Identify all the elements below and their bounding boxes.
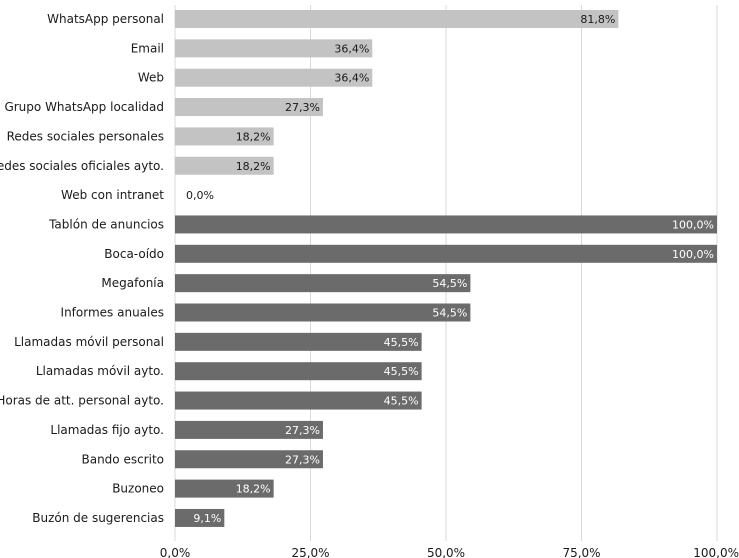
category-label: Redes sociales oficiales ayto.	[0, 159, 164, 173]
bar	[175, 127, 274, 146]
bar	[175, 39, 373, 58]
bar	[175, 420, 323, 439]
data-label: 36,4%	[334, 42, 369, 55]
x-tick-label: 75,0%	[562, 546, 600, 558]
category-label: Redes sociales personales	[7, 129, 164, 143]
category-label: Boca-oído	[104, 247, 164, 261]
category-label: Grupo WhatsApp localidad	[4, 100, 164, 114]
category-label: Informes anuales	[61, 306, 164, 320]
bar	[175, 274, 471, 293]
data-label: 100,0%	[672, 248, 714, 261]
bar	[175, 391, 422, 410]
bar	[175, 10, 619, 28]
data-label: 54,5%	[432, 307, 467, 320]
data-label: 100,0%	[672, 218, 714, 231]
data-label: 27,3%	[285, 453, 320, 466]
bar	[175, 244, 717, 263]
category-label: Llamadas móvil personal	[14, 335, 164, 349]
data-label: 45,5%	[384, 336, 419, 349]
data-label: 81,8%	[580, 13, 615, 26]
data-label: 9,1%	[193, 512, 221, 525]
data-label: 54,5%	[432, 277, 467, 290]
bar	[175, 215, 717, 234]
bar	[175, 508, 225, 527]
data-label: 36,4%	[334, 72, 369, 85]
category-label: Horas de att. personal ayto.	[0, 394, 164, 408]
bar	[175, 450, 323, 469]
category-labels: WhatsApp personal Email Web Grupo WhatsApp …	[0, 12, 164, 525]
bar	[175, 68, 373, 87]
category-label: Tablón de anuncios	[48, 217, 164, 231]
x-tick-label: 100,0%	[693, 546, 739, 558]
bar	[175, 98, 323, 117]
data-label: 27,3%	[285, 424, 320, 437]
data-label: 27,3%	[285, 101, 320, 114]
data-label: 18,2%	[236, 130, 271, 143]
category-label: Bando escrito	[81, 452, 164, 466]
x-tick-label: 50,0%	[427, 546, 465, 558]
data-label: 18,2%	[236, 483, 271, 496]
x-tick-label: 0,0%	[160, 546, 191, 558]
bar	[175, 362, 422, 381]
category-label: Buzón de sugerencias	[32, 511, 164, 525]
value-labels: 81,8% 36,4% 36,4% 27,3% 18,2% 18,2% 0,0% 100,0%…	[186, 13, 714, 525]
data-label: 0,0%	[186, 189, 214, 202]
category-label: Megafonía	[101, 276, 164, 290]
data-label: 45,5%	[384, 365, 419, 378]
category-label: WhatsApp personal	[47, 12, 164, 26]
data-label: 45,5%	[384, 395, 419, 408]
category-label: Buzoneo	[112, 482, 164, 496]
x-tick-label: 25,0%	[291, 546, 329, 558]
category-label: Llamadas móvil ayto.	[36, 364, 164, 378]
bars	[175, 10, 717, 527]
category-label: Llamadas fijo ayto.	[50, 423, 164, 437]
bar	[175, 303, 471, 322]
x-axis-tick-labels: 0,0% 25,0% 50,0% 75,0% 100,0%	[160, 546, 739, 558]
category-label: Email	[131, 41, 164, 55]
bar	[175, 332, 422, 351]
category-label: Web	[138, 71, 164, 85]
bar	[175, 156, 274, 175]
data-label: 18,2%	[236, 160, 271, 173]
category-label: Web con intranet	[61, 188, 164, 202]
bar	[175, 479, 274, 498]
